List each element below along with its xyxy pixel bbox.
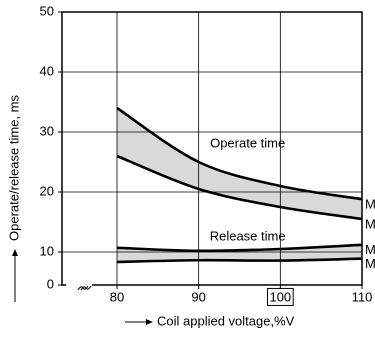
series-label: M [365,242,375,257]
series-line [116,154,363,221]
y-axis-arrowhead [12,249,18,256]
x-tick-label: 80 [110,289,124,304]
y-tick-label: 20 [40,183,54,198]
series-line [116,106,363,201]
y-tick-label: 50 [40,3,54,18]
series-label: M [365,216,375,231]
series-label: M [365,197,375,212]
x-tick-box [266,287,294,306]
series-label: M [365,256,375,271]
annotation: Operate time [210,135,285,150]
band-fill [117,108,362,219]
y-tick-label: 30 [40,123,54,138]
x-tick-label: 110 [352,289,373,304]
y-tick-label: 0 [47,276,54,291]
y-tick-label: 10 [40,243,54,258]
x-tick-label: 90 [191,289,205,304]
annotation: Release time [210,228,286,243]
x-tick-label: 100 [269,289,291,304]
y-axis-title: Operate/release time, ms [6,95,21,241]
series-line [116,243,363,253]
axis-break [77,285,92,291]
axis-break-gap [66,283,92,288]
plot-frame [61,11,363,286]
y-tick-label: 40 [40,63,54,78]
x-axis-title: Coil applied voltage,%V [157,313,295,328]
x-axis-arrowhead [146,319,153,325]
series-line [116,257,363,264]
